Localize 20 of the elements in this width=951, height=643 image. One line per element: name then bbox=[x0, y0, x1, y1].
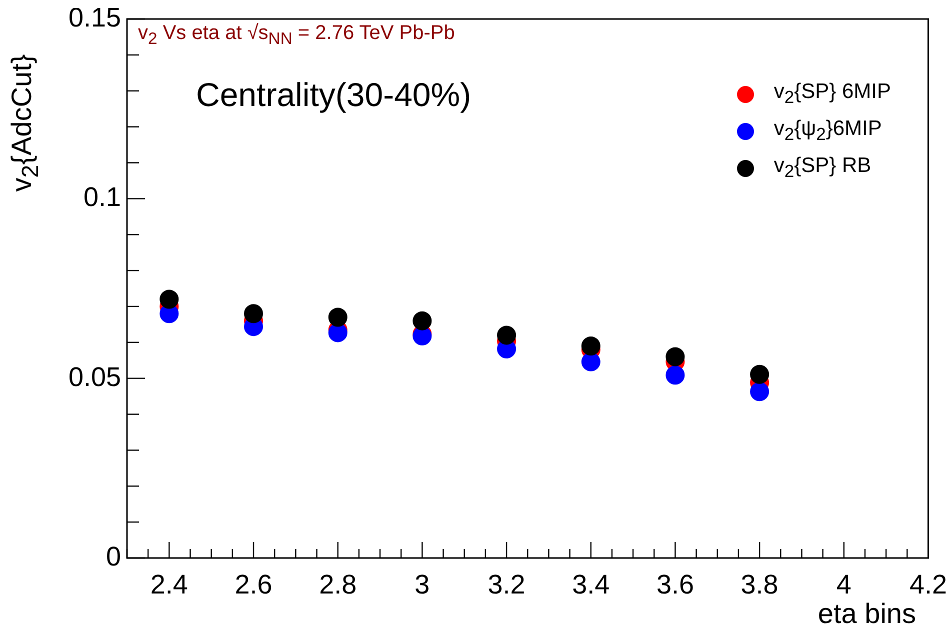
y-tick-label: 0.15 bbox=[68, 2, 121, 32]
x-tick-label: 4 bbox=[836, 570, 852, 600]
y-tick-label: 0.05 bbox=[68, 362, 121, 392]
annotation: Centrality(30-40%) bbox=[196, 76, 472, 114]
legend-label: v$_{2}${ψ$_{2}$}6MIP bbox=[774, 117, 882, 146]
y-tick-label: 0 bbox=[106, 541, 121, 572]
x-tick-label: 3 bbox=[414, 570, 430, 600]
legend-label: v$_{2}${SP} 6MIP bbox=[774, 80, 891, 109]
x-tick-label: 3.4 bbox=[572, 570, 610, 600]
x-tick-label: 3.2 bbox=[488, 570, 526, 600]
x-tick-label: 3.8 bbox=[740, 570, 778, 600]
x-axis-title: eta bins bbox=[818, 598, 916, 630]
x-tick-label: 2.4 bbox=[150, 570, 188, 600]
y-tick-label: 0.1 bbox=[83, 182, 121, 212]
legend-label: v$_{2}${SP} RB bbox=[774, 154, 872, 183]
x-tick-label: 2.8 bbox=[319, 570, 357, 600]
x-tick-label: 2.6 bbox=[234, 570, 272, 600]
x-tick-label: 4.2 bbox=[909, 570, 948, 600]
x-tick-label: 3.6 bbox=[656, 570, 694, 600]
chart-title: v$_{2}$ Vs eta at √s$_{NN}$ = 2.76 TeV Pb-Pb bbox=[138, 22, 455, 49]
